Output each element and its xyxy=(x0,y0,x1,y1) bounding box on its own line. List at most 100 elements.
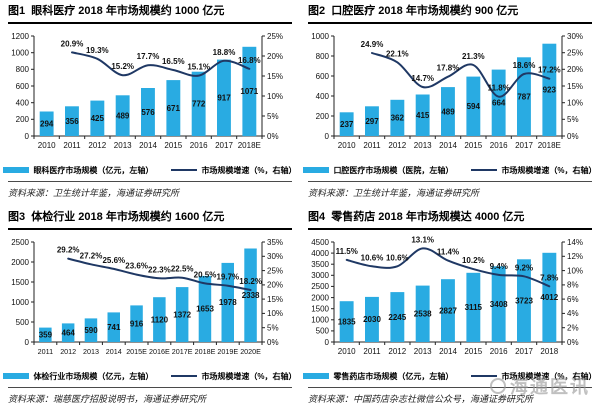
legend-label: 零售药店市场规模（亿元，左轴） xyxy=(333,371,454,381)
svg-text:2015: 2015 xyxy=(164,141,182,150)
svg-text:2016: 2016 xyxy=(490,141,508,150)
watermark-text: 海通医讯 xyxy=(510,377,590,397)
svg-text:2014: 2014 xyxy=(439,141,457,150)
svg-text:200: 200 xyxy=(316,112,330,121)
svg-text:30%: 30% xyxy=(267,252,283,261)
svg-text:2012: 2012 xyxy=(388,347,406,356)
svg-text:19.7%: 19.7% xyxy=(216,273,239,282)
svg-text:500: 500 xyxy=(316,327,330,336)
svg-text:923: 923 xyxy=(543,86,557,95)
svg-text:2013: 2013 xyxy=(414,141,432,150)
svg-text:2000: 2000 xyxy=(11,258,29,267)
figure-panel-1: 图1 眼科医疗 2018 年市场规模约 1000 亿元 0 200 400 600 80… xyxy=(0,0,300,206)
svg-text:2017: 2017 xyxy=(515,347,533,356)
svg-text:2011: 2011 xyxy=(363,347,381,356)
svg-text:25%: 25% xyxy=(267,266,283,275)
svg-text:2015: 2015 xyxy=(464,347,482,356)
svg-text:1000: 1000 xyxy=(311,32,329,41)
svg-text:2827: 2827 xyxy=(439,306,457,315)
svg-text:15%: 15% xyxy=(267,72,283,81)
svg-text:11.4%: 11.4% xyxy=(437,248,459,257)
legend-item-line: 市场规模增速（%，右轴） xyxy=(471,165,597,176)
legend-label: 口腔医疗市场规模（医院，左轴） xyxy=(333,165,454,175)
svg-text:2015: 2015 xyxy=(464,141,482,150)
svg-text:787: 787 xyxy=(517,93,531,102)
svg-text:20%: 20% xyxy=(267,52,283,61)
svg-text:2018E: 2018E xyxy=(538,141,561,150)
svg-text:297: 297 xyxy=(365,117,379,126)
svg-text:15.2%: 15.2% xyxy=(111,62,134,71)
bar-series-swatch xyxy=(3,373,30,379)
svg-text:1000: 1000 xyxy=(11,49,29,58)
svg-text:400: 400 xyxy=(16,99,30,108)
svg-text:2012: 2012 xyxy=(60,347,76,356)
svg-text:2538: 2538 xyxy=(414,310,432,319)
svg-text:2014: 2014 xyxy=(439,347,457,356)
svg-text:1500: 1500 xyxy=(11,278,29,287)
svg-text:2016: 2016 xyxy=(490,347,508,356)
line-series-swatch xyxy=(471,375,498,377)
svg-text:10%: 10% xyxy=(267,92,283,101)
svg-text:16.5%: 16.5% xyxy=(162,57,185,66)
svg-text:741: 741 xyxy=(107,323,121,332)
svg-text:0%: 0% xyxy=(267,132,279,141)
svg-text:1000: 1000 xyxy=(311,316,329,325)
svg-text:800: 800 xyxy=(316,52,330,61)
legend-label: 市场规模增速（%，右轴） xyxy=(501,371,597,381)
legend-label: 市场规模增速（%，右轴） xyxy=(501,165,597,175)
svg-text:500: 500 xyxy=(16,318,30,327)
svg-text:1653: 1653 xyxy=(196,305,214,314)
chart-legend: 口腔医疗市场规模（医院，左轴） 市场规模增速（%，右轴） xyxy=(300,163,600,177)
svg-text:917: 917 xyxy=(217,94,231,103)
svg-text:2010: 2010 xyxy=(338,141,356,150)
legend-item-line: 市场规模增速（%，右轴） xyxy=(171,371,297,382)
figure-title: 图4 零售药店 2018 年市场规模达 4000 亿元 xyxy=(308,210,592,230)
svg-text:2245: 2245 xyxy=(388,313,406,322)
svg-text:35%: 35% xyxy=(267,238,283,247)
svg-text:1200: 1200 xyxy=(11,32,29,41)
watermark-logo-icon xyxy=(490,378,506,394)
svg-text:2013: 2013 xyxy=(414,347,432,356)
legend-label: 市场规模增速（%，右轴） xyxy=(201,165,297,175)
chart-plot: 0 200 400 600 800 1000 0% 5% 10% 15% 20% 25% 30% 2010… xyxy=(304,26,596,160)
svg-text:2011: 2011 xyxy=(363,141,381,150)
svg-text:1372: 1372 xyxy=(173,310,191,319)
source-note: 资料来源：瑞慈医疗招股说明书，海通证券研究所 xyxy=(8,395,207,405)
svg-text:2017E: 2017E xyxy=(172,347,193,356)
divider xyxy=(8,181,292,182)
svg-text:2500: 2500 xyxy=(311,282,329,291)
svg-text:25.6%: 25.6% xyxy=(102,256,125,265)
source-note: 资料来源：卫生统计年鉴，海通证券研究所 xyxy=(308,189,480,199)
svg-text:2012: 2012 xyxy=(388,141,406,150)
svg-text:3000: 3000 xyxy=(311,271,329,280)
svg-text:22.1%: 22.1% xyxy=(386,49,409,58)
svg-text:2017: 2017 xyxy=(515,141,533,150)
svg-text:0: 0 xyxy=(25,338,30,347)
svg-text:27.2%: 27.2% xyxy=(80,251,103,260)
svg-text:1071: 1071 xyxy=(240,87,258,96)
svg-text:20.9%: 20.9% xyxy=(61,39,84,48)
svg-text:2019E: 2019E xyxy=(217,347,238,356)
bar-line-chart: 0 200 400 600 800 1000 1200 0% 5% 10% 15% 20% 25% 201… xyxy=(11,32,283,150)
figure-panel-4: 图4 零售药店 2018 年市场规模达 4000 亿元 0 500 1000 1500… xyxy=(300,206,600,412)
svg-text:2011: 2011 xyxy=(38,347,53,356)
figure-title: 图1 眼科医疗 2018 年市场规模约 1000 亿元 xyxy=(8,4,292,24)
svg-text:2013: 2013 xyxy=(83,347,99,356)
svg-text:18.6%: 18.6% xyxy=(513,61,536,70)
svg-text:2014: 2014 xyxy=(139,141,157,150)
bar-series-swatch xyxy=(303,167,330,173)
svg-text:11.5%: 11.5% xyxy=(336,247,358,256)
svg-text:10%: 10% xyxy=(567,99,583,108)
svg-text:2014: 2014 xyxy=(106,347,122,356)
svg-text:362: 362 xyxy=(391,114,405,123)
svg-text:22.3%: 22.3% xyxy=(148,265,171,274)
svg-text:671: 671 xyxy=(167,104,181,113)
chart-plot: 0 500 1000 1500 2000 2500 0% 5% 10% 15% 20% 25% 30% 3… xyxy=(4,232,296,366)
svg-text:17.8%: 17.8% xyxy=(437,64,460,73)
divider xyxy=(308,387,592,388)
svg-text:3723: 3723 xyxy=(515,296,533,305)
svg-text:0%: 0% xyxy=(567,132,579,141)
chart-legend: 眼科医疗市场规模（亿元，左轴） 市场规模增速（%，右轴） xyxy=(0,163,300,177)
svg-text:2012: 2012 xyxy=(88,141,106,150)
